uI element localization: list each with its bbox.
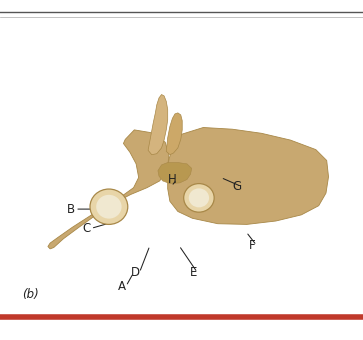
Text: A: A <box>118 280 126 293</box>
Circle shape <box>96 195 122 219</box>
Polygon shape <box>166 113 182 155</box>
Circle shape <box>189 188 209 207</box>
Text: D: D <box>130 266 140 279</box>
Text: C: C <box>82 222 90 235</box>
Text: B: B <box>67 203 75 216</box>
Polygon shape <box>148 95 168 155</box>
Text: E: E <box>189 266 197 279</box>
Circle shape <box>90 189 128 224</box>
Circle shape <box>184 184 214 212</box>
Polygon shape <box>168 128 329 224</box>
Polygon shape <box>158 163 192 184</box>
Text: H: H <box>168 173 177 186</box>
Text: F: F <box>249 239 256 252</box>
Text: G: G <box>232 180 241 193</box>
Polygon shape <box>48 130 169 249</box>
Text: (b): (b) <box>23 288 39 301</box>
